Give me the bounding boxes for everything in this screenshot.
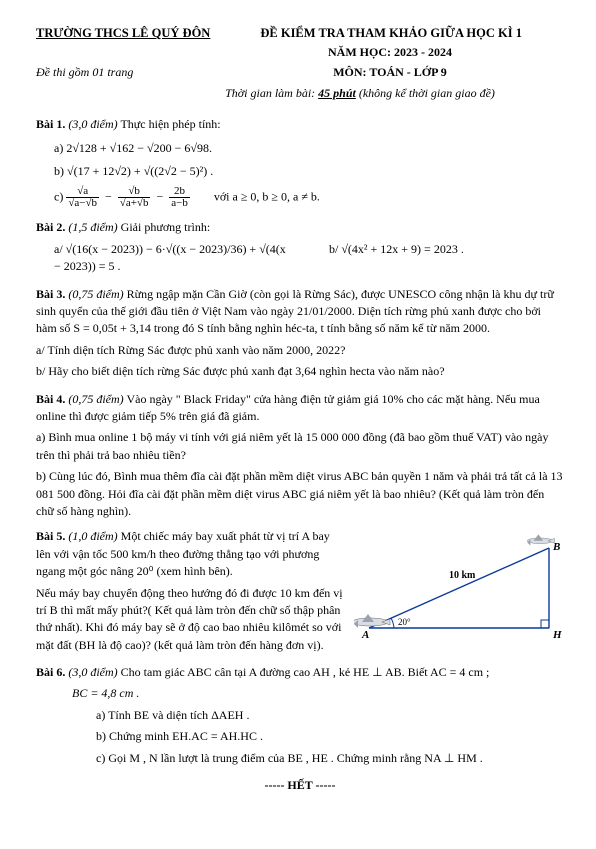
bai1-label: Bài 1. (36, 117, 65, 131)
svg-text:20°: 20° (398, 617, 411, 627)
bai2-tail: Giải phương trình: (121, 220, 211, 234)
time-prefix: Thời gian làm bài: (225, 86, 318, 100)
bai3-label: Bài 3. (36, 287, 65, 301)
bai2-eqs: a/ √(16(x − 2023)) − 6·√((x − 2023)/36) … (54, 241, 564, 276)
bai6-label: Bài 6. (36, 665, 65, 679)
bai5-pts: (1,0 điểm) (68, 529, 117, 543)
svg-text:10 km: 10 km (449, 570, 476, 581)
end-marker: ----- HẾT ----- (36, 777, 564, 794)
time-suffix: (không kể thời gian giao đề) (356, 86, 495, 100)
time-info: Thời gian làm bài: 45 phút (không kể thờ… (156, 85, 564, 102)
bai-2: Bài 2. (1,5 điểm) Giải phương trình: (36, 219, 564, 236)
bai2-pts: (1,5 điểm) (68, 220, 117, 234)
bai-6: Bài 6. (3,0 điểm) Cho tam giác ABC cân t… (36, 664, 564, 681)
bai1-b: b) √(17 + 12√2) + √((2√2 − 5)²) . (54, 163, 564, 180)
header-row: TRƯỜNG THCS LÊ QUÝ ĐÔN ĐỀ KIỂM TRA THAM … (36, 24, 564, 42)
subject: MÔN: TOÁN - LỚP 9 (216, 64, 564, 81)
exam-page: TRƯỜNG THCS LÊ QUÝ ĐÔN ĐỀ KIỂM TRA THAM … (0, 0, 596, 814)
bai6-tail: Cho tam giác ABC cân tại A đường cao AH … (121, 665, 490, 679)
bai3-b: b/ Hãy cho biết diện tích rừng Sác được … (36, 363, 564, 380)
bai1-pts: (3,0 điểm) (68, 117, 117, 131)
bai4-b: b) Cùng lúc đó, Bình mua thêm đĩa cài đặ… (36, 468, 564, 520)
bai3-pts: (0,75 điểm) (68, 287, 123, 301)
svg-text:A: A (361, 629, 369, 641)
bai-1: Bài 1. (3,0 điểm) Thực hiện phép tính: (36, 116, 564, 133)
bai1-a: a) 2√128 + √162 − √200 − 6√98. (54, 140, 564, 157)
bai6-b: b) Chứng minh EH.AC = AH.HC . (96, 728, 564, 745)
bai1-c-prefix: c) (54, 190, 66, 204)
bai4-a: a) Bình mua online 1 bộ máy vi tính với … (36, 429, 564, 464)
bai1-c-cond: với a ≥ 0, b ≥ 0, a ≠ b. (214, 190, 320, 204)
year: NĂM HỌC: 2023 - 2024 (216, 44, 564, 61)
page-count: Đề thi gồm 01 trang (36, 64, 216, 81)
svg-text:H: H (552, 629, 562, 641)
bai6-pts: (3,0 điểm) (68, 665, 117, 679)
school-name: TRƯỜNG THCS LÊ QUÝ ĐÔN (36, 24, 210, 42)
bai6-a: a) Tính BE và diện tích ΔAEH . (96, 707, 564, 724)
bai6-line2: BC = 4,8 cm . (72, 685, 564, 702)
bai-4: Bài 4. (0,75 điểm) Vào ngày " Black Frid… (36, 391, 564, 426)
bai2-b: b/ √(4x² + 12x + 9) = 2023 . (329, 241, 564, 276)
bai5-label: Bài 5. (36, 529, 65, 543)
bai-5-block: 20° 10 km A B H (36, 528, 564, 654)
bai5-diagram: 20° 10 km A B H (354, 528, 564, 643)
row2: Đề thi gồm 01 trang MÔN: TOÁN - LỚP 9 (36, 64, 564, 81)
bai3-a: a/ Tính diện tích Rừng Sác được phủ xanh… (36, 342, 564, 359)
bai2-a: a/ √(16(x − 2023)) − 6·√((x − 2023)/36) … (54, 241, 289, 276)
bai-3: Bài 3. (0,75 điểm) Rừng ngập mặn Cần Giờ… (36, 286, 564, 338)
bai4-pts: (0,75 điểm) (68, 392, 123, 406)
bai1-tail: Thực hiện phép tính: (120, 117, 220, 131)
bai4-label: Bài 4. (36, 392, 65, 406)
bai6-c: c) Gọi M , N lần lượt là trung điểm của … (96, 750, 564, 767)
time-bold: 45 phút (318, 86, 356, 100)
bai1-c: c) √a√a−√b − √b√a+√b − 2ba−b với a ≥ 0, … (54, 186, 564, 209)
exam-title: ĐỀ KIỂM TRA THAM KHẢO GIỮA HỌC KÌ 1 (218, 24, 564, 42)
triangle-svg: 20° 10 km A B H (354, 528, 564, 643)
bai2-label: Bài 2. (36, 220, 65, 234)
